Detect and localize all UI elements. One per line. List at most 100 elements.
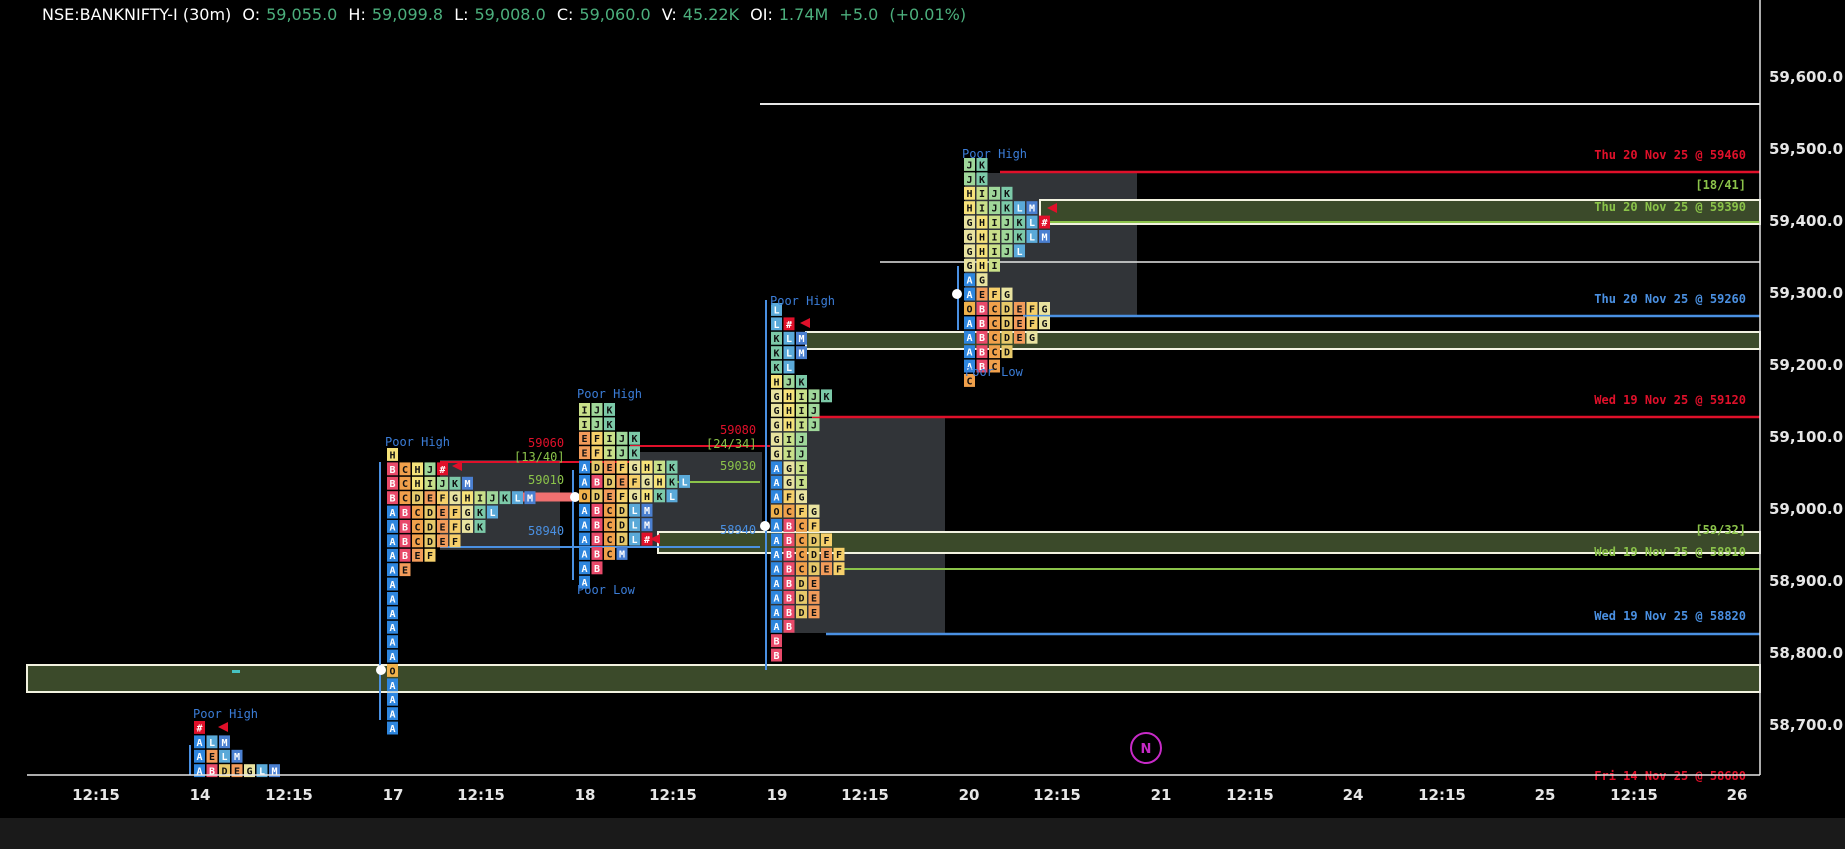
tpo-letter: J — [489, 494, 495, 505]
tpo-letter: J — [991, 204, 997, 215]
tpo-cell — [1014, 302, 1025, 315]
market-profile-chart[interactable]: #A L MA E L MA B D E G L MHB C H J #B C H I J K MB C D E F G H I J K L M… — [0, 0, 1845, 818]
tpo-cell — [604, 446, 615, 460]
tpo-cell — [591, 532, 603, 546]
right-label-val-20: Thu 20 Nov 25 @ 59260 — [1594, 292, 1746, 306]
tpo-cell — [387, 649, 398, 663]
tpo-letter: E — [402, 566, 408, 577]
tpo-letter: A — [389, 724, 395, 735]
tpo-letter: C — [798, 550, 804, 561]
tpo-letter: L — [1029, 232, 1035, 243]
tpo-letter: H — [786, 392, 792, 403]
tpo-cell — [424, 548, 436, 562]
news-badge[interactable]: N — [1141, 742, 1152, 757]
tpo-cell — [989, 330, 1000, 344]
tpo-letter: H — [979, 218, 985, 229]
tpo-cell — [437, 491, 448, 505]
tpo-letter: C — [402, 465, 408, 476]
tpo-letter: C — [402, 494, 408, 505]
tpo-letter: L — [221, 752, 227, 763]
tpo-letter: A — [773, 536, 779, 547]
tpo-cell — [1039, 215, 1050, 229]
tpo-cell — [616, 460, 628, 474]
tpo-letter: K — [1004, 204, 1010, 215]
tpo-cell — [808, 533, 820, 547]
symbol-name[interactable]: NSE:BANKNIFTY-I (30m) — [42, 5, 232, 24]
bottom-bar — [0, 818, 1845, 849]
tpo-letter: F — [427, 551, 433, 562]
tpo-cell — [579, 561, 590, 575]
tpo-cell — [771, 562, 782, 576]
tpo-letter: E — [414, 551, 420, 562]
tpo-cell — [579, 532, 590, 546]
tpo-letter: C — [606, 521, 612, 532]
tpo-cell — [579, 503, 590, 517]
change-percent: (+0.01%) — [889, 5, 967, 24]
tpo-cell — [629, 532, 640, 546]
news-badge-circle[interactable] — [1130, 732, 1162, 764]
price-tick: 59,500.0 — [1769, 140, 1843, 158]
tpo-cell — [616, 475, 628, 488]
tpo-cell — [976, 302, 988, 315]
tpo-letter: G — [966, 247, 972, 258]
tpo-cell — [771, 547, 782, 561]
close-value: 59,060.0 — [579, 5, 651, 24]
tpo-letter: H — [656, 477, 662, 488]
tpo-cell — [771, 346, 782, 360]
tpo-cell — [783, 490, 795, 504]
tpo-cell — [964, 244, 975, 258]
tpo-letter: B — [979, 333, 985, 344]
right-label-val-19: Wed 19 Nov 25 @ 58820 — [1594, 609, 1746, 623]
tpo-cell — [194, 749, 205, 763]
tpo-cell — [783, 576, 795, 590]
price-tick: 59,100.0 — [1769, 428, 1843, 446]
tpo-cell — [579, 547, 590, 560]
tpo-letter: M — [619, 549, 625, 560]
tpo-cell — [783, 591, 795, 604]
tpo-cell — [604, 503, 615, 517]
day17-ratio-label: [13/40] — [514, 450, 565, 464]
tpo-letter: G — [246, 767, 252, 778]
tpo-letter: A — [773, 478, 779, 489]
tpo-letter: D — [811, 565, 817, 576]
tpo-letter: J — [811, 406, 817, 417]
tpo-cell — [616, 547, 628, 560]
tpo-letter: E — [1016, 304, 1022, 315]
tpo-cell — [1014, 330, 1025, 344]
tpo-cell — [808, 591, 820, 604]
tpo-cell — [579, 518, 590, 532]
tpo-cell — [808, 418, 820, 432]
tpo-cell — [604, 460, 615, 474]
tpo-letter: D — [798, 579, 804, 590]
tpo-cell — [629, 475, 640, 488]
tpo-cell — [1001, 287, 1013, 301]
tpo-cell — [591, 431, 603, 445]
tpo-cell — [269, 764, 280, 778]
tpo-letter: C — [606, 535, 612, 546]
tpo-letter: B — [979, 304, 985, 315]
tpo-letter: B — [786, 593, 792, 604]
tpo-cell — [976, 345, 988, 359]
tpo-letter: B — [786, 579, 792, 590]
tpo-cell — [796, 576, 807, 590]
tpo-cell — [771, 403, 782, 417]
price-axis[interactable]: 59,600.0 59,500.0 59,400.0 59,300.0 59,2… — [1759, 0, 1843, 775]
tpo-letter: A — [773, 493, 779, 504]
tpo-letter: D — [414, 494, 420, 505]
tpo-letter: J — [811, 392, 817, 403]
tpo-letter: A — [389, 594, 395, 605]
tpo-cell — [771, 331, 782, 345]
tpo-cell — [412, 520, 423, 533]
tpo-cell — [771, 389, 782, 403]
tpo-letter: A — [389, 638, 395, 649]
tpo-cell — [964, 258, 975, 272]
tpo-cell — [231, 749, 243, 763]
open-label: O: — [242, 5, 261, 24]
time-axis[interactable]: 12:15 14 12:15 17 12:15 18 12:15 19 12:1… — [27, 774, 1760, 804]
high-label: H: — [348, 5, 366, 24]
tpo-letter: E — [619, 477, 625, 488]
tpo-letter: F — [452, 522, 458, 533]
right-label-vah-20: Thu 20 Nov 25 @ 59390 — [1594, 200, 1746, 214]
tpo-letter: C — [606, 506, 612, 517]
tpo-cell — [591, 547, 603, 560]
